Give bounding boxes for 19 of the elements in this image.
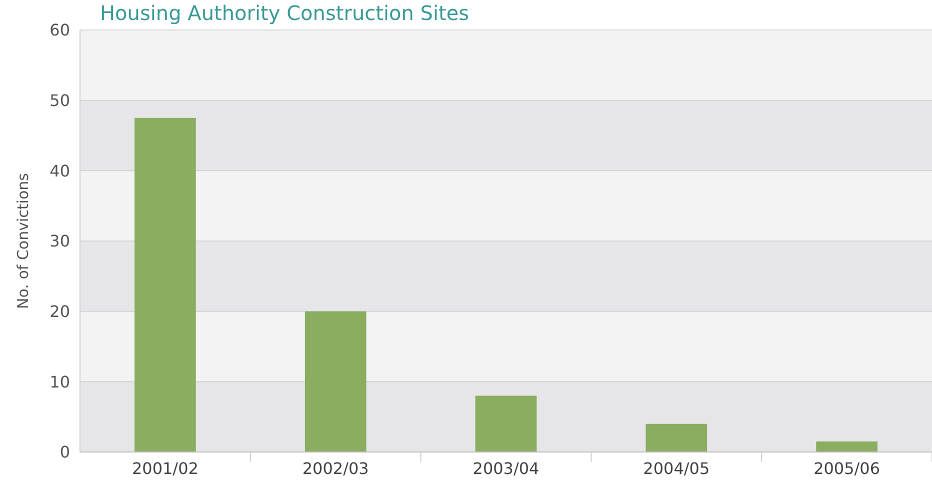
- y-axis-title: No. of Convictions: [14, 172, 32, 309]
- bar: [646, 424, 708, 452]
- y-tick-label: 30: [50, 232, 70, 251]
- x-tick-label: 2003/04: [472, 459, 540, 478]
- x-tick-label: 2004/05: [643, 459, 710, 478]
- x-tick-label: 2005/06: [814, 459, 880, 478]
- y-tick-label: 10: [50, 372, 70, 392]
- bar: [816, 441, 878, 452]
- y-tick-label: 0: [60, 442, 70, 462]
- bar: [134, 118, 196, 452]
- x-tick-label: 2002/03: [302, 459, 369, 478]
- bar: [304, 311, 366, 452]
- y-tick-label: 40: [50, 161, 70, 180]
- y-tick-label: 20: [50, 302, 70, 321]
- chart-title: Housing Authority Construction Sites: [100, 1, 470, 25]
- x-tick-label: 2001/02: [132, 459, 198, 478]
- y-tick-label: 60: [50, 20, 70, 40]
- bar: [475, 396, 537, 452]
- y-tick-label: 50: [50, 90, 70, 110]
